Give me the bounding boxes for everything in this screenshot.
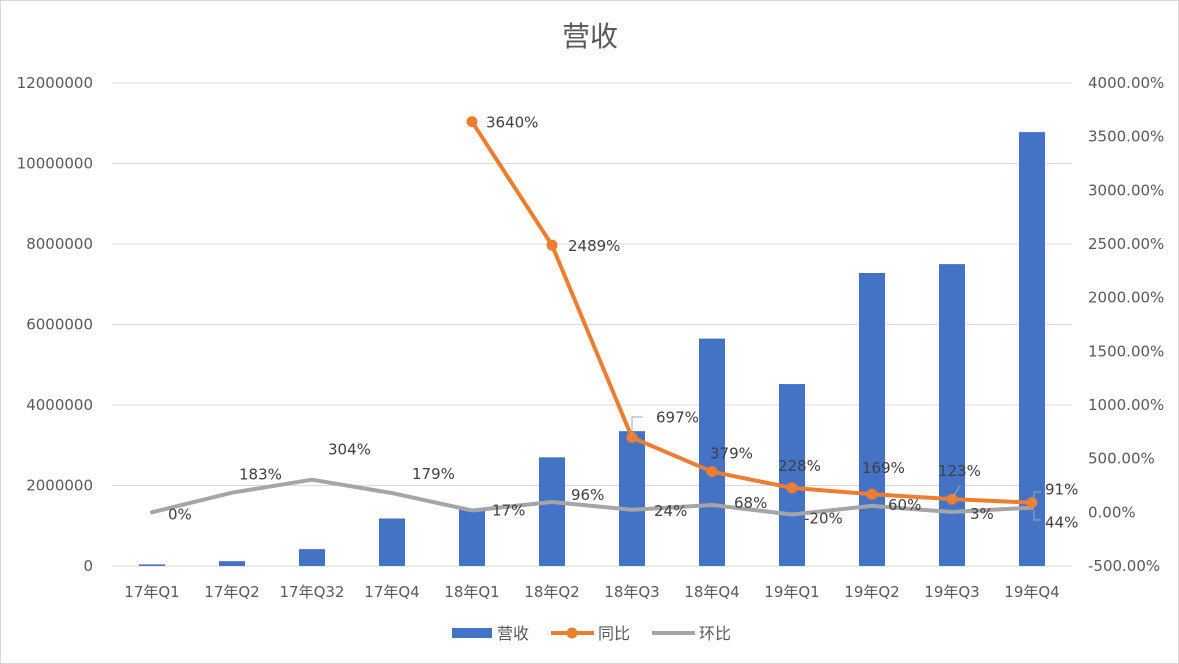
x-tick-label: 17年Q1 bbox=[124, 583, 179, 601]
y-right-tick-label: 3500.00% bbox=[1088, 128, 1164, 146]
chart-title: 营收 bbox=[562, 20, 618, 53]
x-tick-label: 19年Q4 bbox=[1004, 583, 1059, 601]
axis-ticks: 0 2000000 4000000 6000000 8000000 10000000 120… bbox=[17, 74, 1165, 601]
qoq-data-label: 68% bbox=[734, 494, 767, 512]
y-right-tick-label: 0.00% bbox=[1088, 503, 1136, 521]
legend-swatch-marker bbox=[566, 627, 578, 639]
line-series bbox=[150, 116, 1038, 517]
yoy-data-label: 123% bbox=[938, 462, 981, 480]
y-left-tick-label: 12000000 bbox=[17, 74, 93, 92]
bar bbox=[779, 384, 805, 566]
yoy-data-label: 2489% bbox=[568, 237, 620, 255]
x-tick-label: 17年Q2 bbox=[204, 583, 259, 601]
yoy-data-label: 228% bbox=[778, 457, 821, 475]
line-point bbox=[466, 116, 478, 128]
bar bbox=[939, 264, 965, 566]
x-tick-label: 17年Q4 bbox=[364, 583, 419, 601]
y-left-tick-label: 0 bbox=[83, 557, 93, 575]
label-leader-line bbox=[1033, 510, 1041, 521]
label-leader-line bbox=[951, 485, 961, 500]
yoy-data-label: 379% bbox=[710, 445, 753, 463]
bar bbox=[539, 457, 565, 566]
qoq-data-label: 304% bbox=[328, 441, 371, 459]
legend-label: 环比 bbox=[699, 624, 731, 643]
qoq-data-label: 60% bbox=[888, 496, 921, 514]
bar bbox=[459, 508, 485, 566]
yoy-data-label: 169% bbox=[862, 459, 905, 477]
label-leader-line bbox=[1033, 491, 1041, 503]
series-line-2 bbox=[150, 477, 1034, 517]
bar bbox=[219, 561, 245, 566]
y-right-tick-label: 500.00% bbox=[1088, 450, 1155, 468]
bar bbox=[699, 338, 725, 566]
y-left-tick-label: 4000000 bbox=[26, 396, 93, 414]
qoq-data-label: 44% bbox=[1045, 514, 1078, 532]
qoq-data-label: 24% bbox=[654, 502, 687, 520]
x-tick-label: 18年Q2 bbox=[524, 583, 579, 601]
bar bbox=[859, 272, 885, 566]
qoq-data-label: 96% bbox=[571, 486, 604, 504]
bar bbox=[139, 564, 165, 566]
line-point bbox=[1026, 497, 1038, 509]
yoy-data-label: 91% bbox=[1045, 481, 1078, 499]
y-left-tick-label: 2000000 bbox=[26, 477, 93, 495]
yoy-data-label: 3640% bbox=[486, 114, 538, 132]
bar bbox=[619, 431, 645, 566]
qoq-data-label: 17% bbox=[492, 502, 525, 520]
bar bbox=[1019, 132, 1045, 567]
series-line-1 bbox=[470, 119, 1034, 505]
bar bbox=[379, 518, 405, 566]
legend-label: 同比 bbox=[598, 624, 630, 643]
line-point bbox=[866, 488, 878, 500]
line-point bbox=[706, 466, 718, 478]
y-right-tick-label: 2000.00% bbox=[1088, 289, 1164, 307]
bar-series bbox=[139, 132, 1045, 567]
y-left-tick-label: 6000000 bbox=[26, 316, 93, 334]
x-tick-label: 18年Q1 bbox=[444, 583, 499, 601]
x-tick-label: 19年Q3 bbox=[924, 583, 979, 601]
qoq-data-label: -20% bbox=[804, 509, 843, 527]
legend: 营收 同比 环比 bbox=[452, 624, 731, 643]
y-left-tick-label: 8000000 bbox=[26, 235, 93, 253]
data-labels: 3640% 2489% 697% 379% 228% 169% 123% 91% 0% 183% 3… bbox=[168, 114, 1078, 532]
x-tick-label: 19年Q2 bbox=[844, 583, 899, 601]
y-left-tick-label: 10000000 bbox=[17, 155, 93, 173]
line-point bbox=[546, 239, 558, 251]
label-leader-line bbox=[631, 416, 643, 437]
line-point bbox=[626, 432, 638, 444]
y-right-tick-label: 3000.00% bbox=[1088, 181, 1164, 199]
yoy-data-label: 697% bbox=[656, 409, 699, 427]
qoq-data-label: 183% bbox=[239, 466, 282, 484]
y-right-tick-label: 1500.00% bbox=[1088, 342, 1164, 360]
line-point bbox=[786, 482, 798, 494]
legend-swatch-bar bbox=[452, 628, 492, 638]
qoq-data-label: 0% bbox=[168, 505, 192, 523]
y-right-tick-label: -500.00% bbox=[1088, 557, 1160, 575]
y-right-tick-label: 2500.00% bbox=[1088, 235, 1164, 253]
x-tick-label: 19年Q1 bbox=[764, 583, 819, 601]
line-point bbox=[946, 493, 958, 505]
qoq-data-label: 179% bbox=[412, 465, 455, 483]
x-tick-label: 17年Q32 bbox=[280, 583, 345, 601]
qoq-data-label: 3% bbox=[970, 505, 994, 523]
y-right-tick-label: 1000.00% bbox=[1088, 396, 1164, 414]
y-right-tick-label: 4000.00% bbox=[1088, 74, 1164, 92]
legend-label: 营收 bbox=[497, 624, 529, 643]
bar bbox=[299, 549, 325, 566]
x-tick-label: 18年Q3 bbox=[604, 583, 659, 601]
x-tick-label: 18年Q4 bbox=[684, 583, 739, 601]
